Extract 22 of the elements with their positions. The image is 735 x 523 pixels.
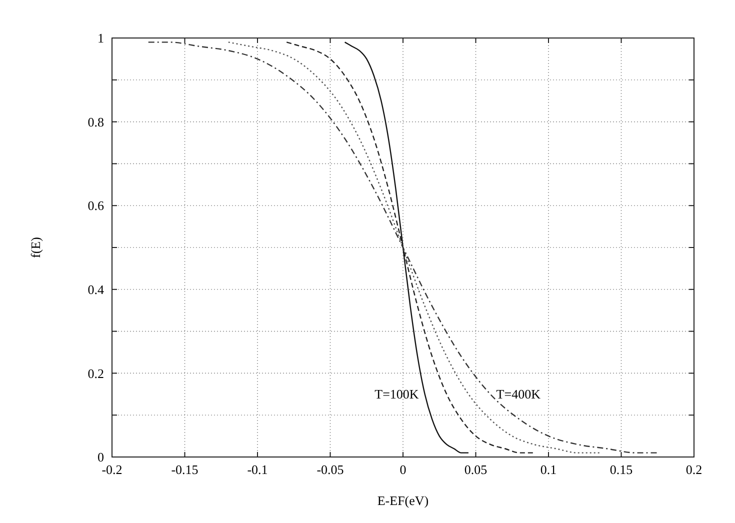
- y-tick-label: 0.4: [88, 282, 104, 297]
- y-tick-label: 0.2: [88, 366, 104, 381]
- x-tick-label: 0.05: [464, 462, 488, 477]
- x-tick-label: -0.15: [171, 462, 198, 477]
- x-tick-label: -0.05: [316, 462, 344, 477]
- x-tick-label: -0.1: [247, 462, 268, 477]
- y-tick-label: 1: [98, 30, 104, 46]
- y-axis-title: f(E): [28, 237, 43, 258]
- y-tick-label: 0.8: [88, 114, 104, 130]
- x-tick-label: -0.2: [102, 462, 122, 477]
- x-tick-label: 0: [400, 462, 406, 477]
- x-tick-label: 0.1: [540, 462, 557, 477]
- line-series: [228, 42, 600, 454]
- x-axis-title: E-EF(eV): [377, 493, 429, 508]
- series-label: T=400K: [496, 386, 542, 402]
- x-tick-label: 0.2: [686, 462, 702, 477]
- line-series: [344, 42, 470, 454]
- series-label: T=100K: [374, 386, 420, 402]
- y-tick-label: 0: [98, 450, 104, 465]
- x-tick-label: 0.15: [610, 462, 633, 477]
- y-tick-label: 0.6: [88, 198, 104, 214]
- line-series: [148, 42, 658, 454]
